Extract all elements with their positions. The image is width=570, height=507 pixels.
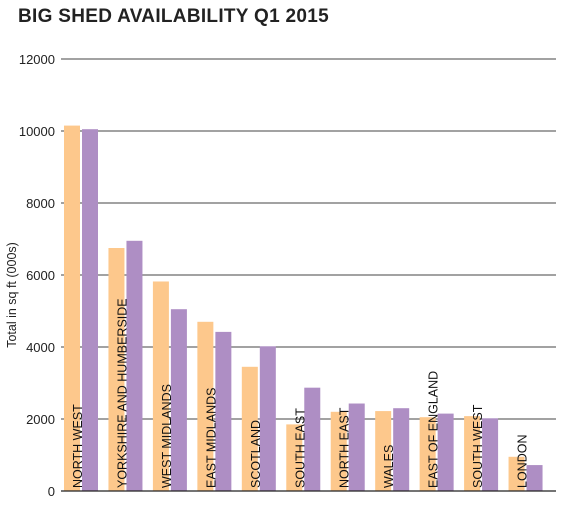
bar-series-a	[419, 417, 436, 491]
category-label: SOUTH WEST	[471, 404, 485, 488]
category-label: WALES	[382, 445, 396, 488]
bar-series-b	[259, 346, 276, 491]
bar-series-a	[375, 411, 392, 491]
bar-series-b	[215, 331, 232, 491]
category-label: LONDON	[516, 435, 530, 488]
bar-series-b	[304, 387, 321, 491]
bar-series-b	[437, 413, 454, 491]
category-label: SCOTLAND	[249, 420, 263, 488]
category-label: NORTH WEST	[71, 404, 85, 488]
y-tick-label: 6000	[26, 268, 55, 283]
bar-series-b	[348, 403, 365, 491]
bar-series-b	[126, 240, 143, 491]
chart-title: BIG SHED AVAILABILITY Q1 2015	[18, 6, 330, 27]
bar-series-b	[170, 309, 187, 491]
bar-series-a	[152, 281, 169, 491]
bar-series-b	[482, 418, 499, 491]
bar-series-a	[508, 456, 525, 491]
y-tick-label: 0	[48, 484, 55, 499]
bar-series-a	[64, 125, 80, 491]
category-label: YORKSHIRE AND HUMBERSIDE	[115, 298, 129, 488]
category-label: SOUTH EAST	[293, 408, 307, 488]
y-tick-label: 2000	[26, 412, 55, 427]
bar-series-a	[197, 321, 214, 491]
bar-series-a	[108, 248, 125, 491]
bar-series-a	[464, 416, 481, 491]
category-label: EAST OF ENGLAND	[427, 371, 441, 488]
bar-series-b	[526, 465, 543, 491]
category-label: NORTH EAST	[338, 407, 352, 488]
y-tick-label: 12000	[19, 52, 55, 67]
y-tick-label: 4000	[26, 340, 55, 355]
bar-series-a	[286, 424, 303, 491]
category-label: EAST MIDLANDS	[204, 388, 218, 489]
category-label: WEST MIDLANDS	[160, 384, 174, 488]
y-tick-label: 10000	[19, 124, 55, 139]
y-axis-label: Total in sq ft (000s)	[5, 242, 19, 348]
bar-series-b	[82, 129, 98, 491]
bar-series-a	[241, 366, 258, 491]
bar-series-a	[330, 411, 347, 491]
bar-series-b	[393, 408, 410, 491]
y-tick-label: 8000	[26, 196, 55, 211]
